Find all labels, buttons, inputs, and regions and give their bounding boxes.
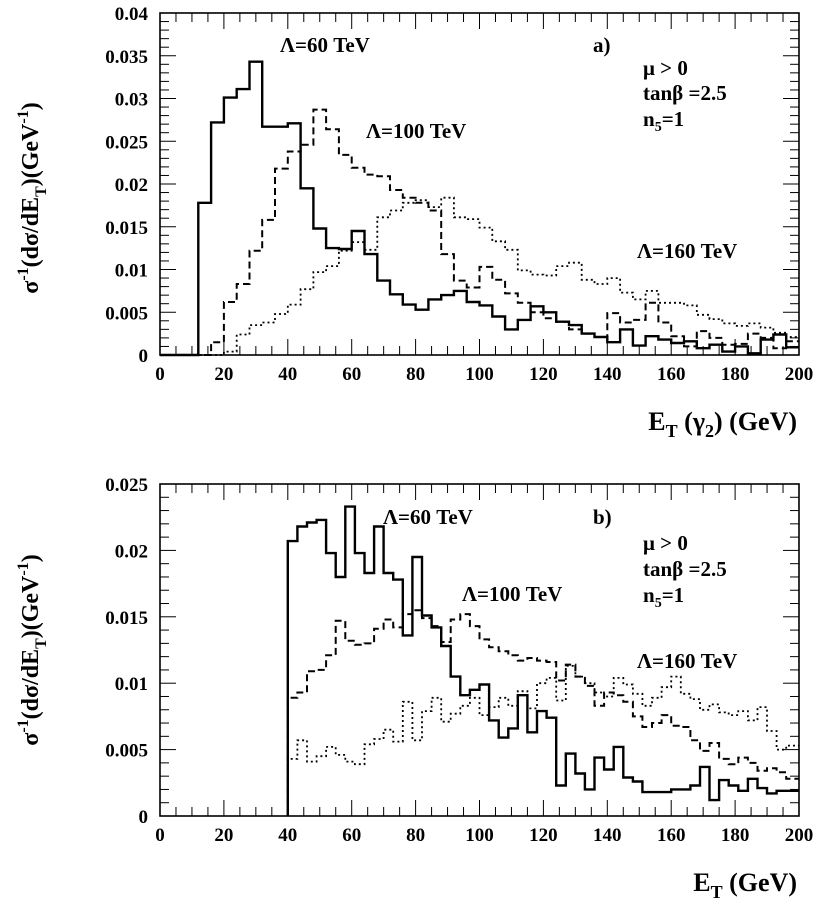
x-tick-label: 60 <box>342 364 361 385</box>
y-tick-label: 0.01 <box>115 261 148 282</box>
histogram-dashed-b <box>286 609 799 816</box>
x-ticks-a: 0 20 40 60 80 100 120 140 160 180 200 <box>155 13 813 385</box>
series-a <box>160 60 799 357</box>
x-tick-label: 100 <box>465 364 494 385</box>
y-tick-label: 0.02 <box>115 541 148 562</box>
legend-mu-a: μ > 0 <box>643 56 688 80</box>
x-tick-label: 140 <box>593 825 622 846</box>
x-tick-label: 0 <box>155 825 165 846</box>
legend-mu-b: μ > 0 <box>643 531 688 555</box>
y-tick-label: 0.03 <box>115 90 148 111</box>
y-axis-label-a: σ-1(dσ/dET)(GeV-1) <box>15 102 50 293</box>
y-tick-label: 0.005 <box>105 741 148 762</box>
y-tick-label: 0 <box>139 346 149 367</box>
y-tick-label: 0.01 <box>115 674 148 695</box>
x-tick-label: 20 <box>214 825 233 846</box>
x-axis-label-a: ET (γ2) (GeV) <box>648 407 797 441</box>
y-tick-label: 0.02 <box>115 175 148 196</box>
x-tick-label: 140 <box>593 364 622 385</box>
panel-label-b: b) <box>593 505 612 529</box>
y-tick-label: 0.015 <box>105 218 148 239</box>
y-tick-label: 0.025 <box>105 132 148 153</box>
x-tick-label: 20 <box>214 364 233 385</box>
x-tick-label: 160 <box>657 364 686 385</box>
x-tick-label: 40 <box>278 364 297 385</box>
x-tick-label: 200 <box>785 825 814 846</box>
x-tick-label: 80 <box>406 364 425 385</box>
legend-n5-b: n5=1 <box>643 583 684 611</box>
x-tick-label: 120 <box>529 364 558 385</box>
x-tick-label: 60 <box>342 825 361 846</box>
panel-label-a: a) <box>593 33 611 57</box>
x-tick-label: 180 <box>721 364 750 385</box>
y-tick-label: 0.015 <box>105 608 148 629</box>
x-tick-label: 80 <box>406 825 425 846</box>
y-tick-label: 0.025 <box>105 475 148 496</box>
x-tick-label: 40 <box>278 825 297 846</box>
y-tick-label: 0 <box>139 807 149 828</box>
legend-n5-a: n5=1 <box>643 107 684 135</box>
annotation-60tev-b: Λ=60 TeV <box>383 505 473 529</box>
y-tick-label: 0.035 <box>105 47 148 68</box>
y-ticks-b: 0 0.005 0.01 0.015 0.02 0.025 <box>105 475 799 828</box>
histogram-dashed-a <box>160 108 799 356</box>
annotation-160tev-a: Λ=160 TeV <box>637 239 737 263</box>
y-tick-label: 0.04 <box>115 4 149 25</box>
panel-a: 0 20 40 60 80 100 120 140 160 180 200 0 0.005 0.01 0.… <box>15 4 813 441</box>
legend-tanb-a: tanβ =2.5 <box>643 81 727 105</box>
annotation-60tev-a: Λ=60 TeV <box>280 33 370 57</box>
series-b <box>286 505 799 816</box>
x-tick-label: 160 <box>657 825 686 846</box>
y-ticks-a: 0 0.005 0.01 0.015 0.02 0.025 0.03 0.035 0.04 <box>105 4 799 367</box>
x-tick-label: 0 <box>155 364 165 385</box>
x-tick-label: 100 <box>465 825 494 846</box>
histogram-dotted-b <box>286 665 799 816</box>
annotation-100tev-b: Λ=100 TeV <box>462 582 562 606</box>
histogram-dotted-a <box>160 196 799 356</box>
annotation-100tev-a: Λ=100 TeV <box>366 119 466 143</box>
x-tick-label: 200 <box>785 364 814 385</box>
panel-b: 0 20 40 60 80 100 120 140 160 180 200 0 0.005 0.01 0.… <box>15 475 813 902</box>
histogram-solid-a <box>160 60 799 357</box>
legend-tanb-b: tanβ =2.5 <box>643 557 727 581</box>
x-tick-label: 180 <box>721 825 750 846</box>
y-axis-label-b: σ-1(dσ/dET)(GeV-1) <box>15 554 50 745</box>
y-tick-label: 0.005 <box>105 303 148 324</box>
x-tick-label: 120 <box>529 825 558 846</box>
x-axis-label-b: ET (GeV) <box>693 868 797 902</box>
histogram-solid-b <box>286 505 799 816</box>
annotation-160tev-b: Λ=160 TeV <box>637 649 737 673</box>
